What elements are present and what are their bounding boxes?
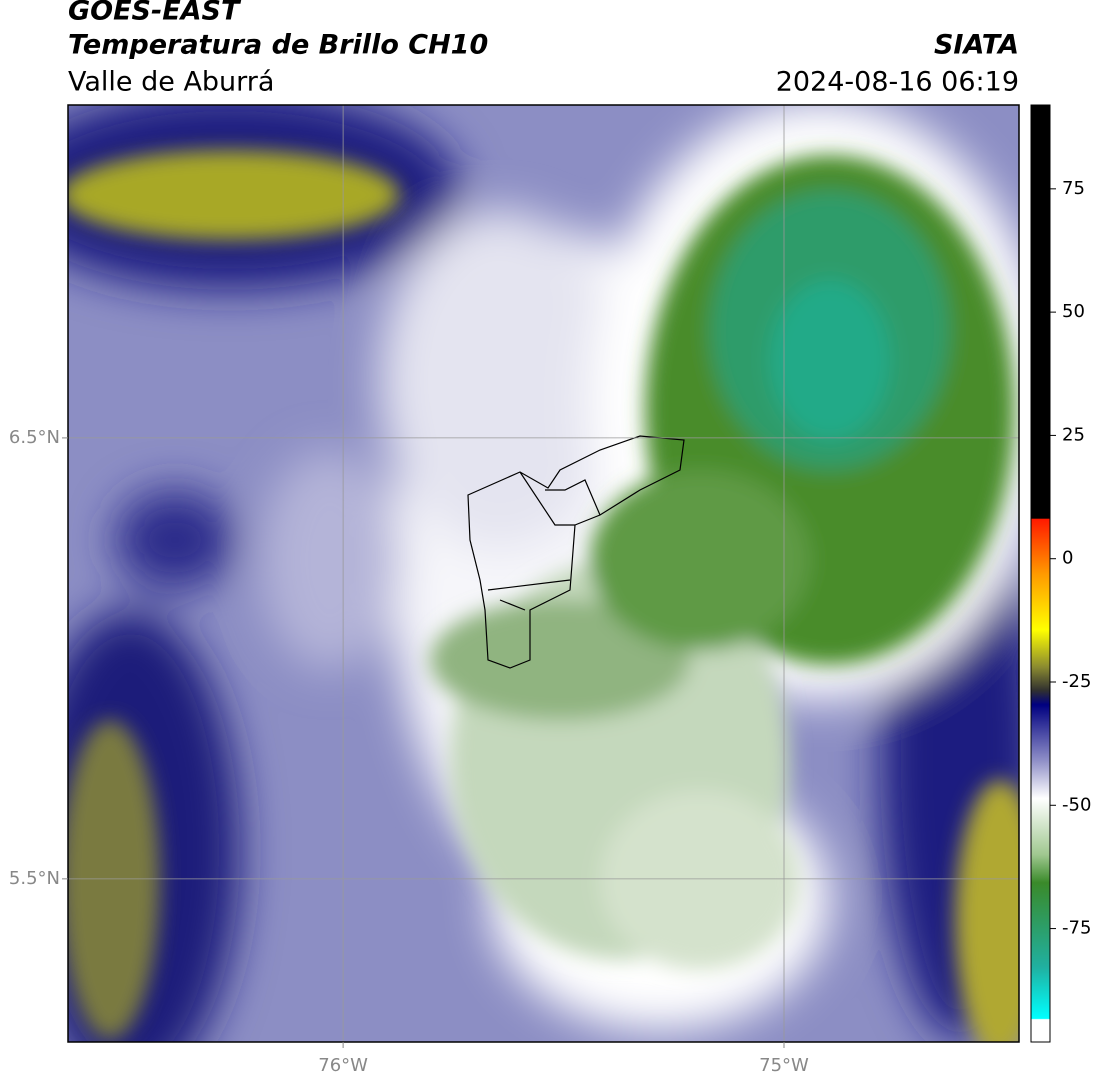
map-image: [68, 105, 1019, 1042]
municipal-boundaries: [467, 435, 685, 669]
x-tick-label: 75°W: [759, 1055, 809, 1076]
colorbar-tick-label: 50: [1062, 301, 1085, 322]
datetime: 2024-08-16 06:19: [776, 67, 1019, 98]
map-frame: [67, 104, 1020, 1043]
colorbar: [1030, 104, 1051, 1043]
y-tick-label: 6.5°N: [9, 427, 60, 448]
region: Valle de Aburrá: [68, 67, 274, 98]
title: GOES-EAST: [68, 0, 242, 27]
y-tick-label: 5.5°N: [9, 868, 60, 889]
colorbar-tick-label: 25: [1062, 424, 1085, 445]
colorbar-tick-label: -25: [1062, 671, 1091, 692]
colorbar-tick-label: 75: [1062, 178, 1085, 199]
colorbar-tick-label: -75: [1062, 918, 1091, 939]
x-tick-label: 76°W: [318, 1055, 368, 1076]
subtitle: Temperatura de Brillo CH10: [68, 30, 488, 61]
source: SIATA: [934, 30, 1019, 61]
colorbar-tick-label: -50: [1062, 794, 1091, 815]
colorbar-tick-label: 0: [1062, 548, 1073, 569]
